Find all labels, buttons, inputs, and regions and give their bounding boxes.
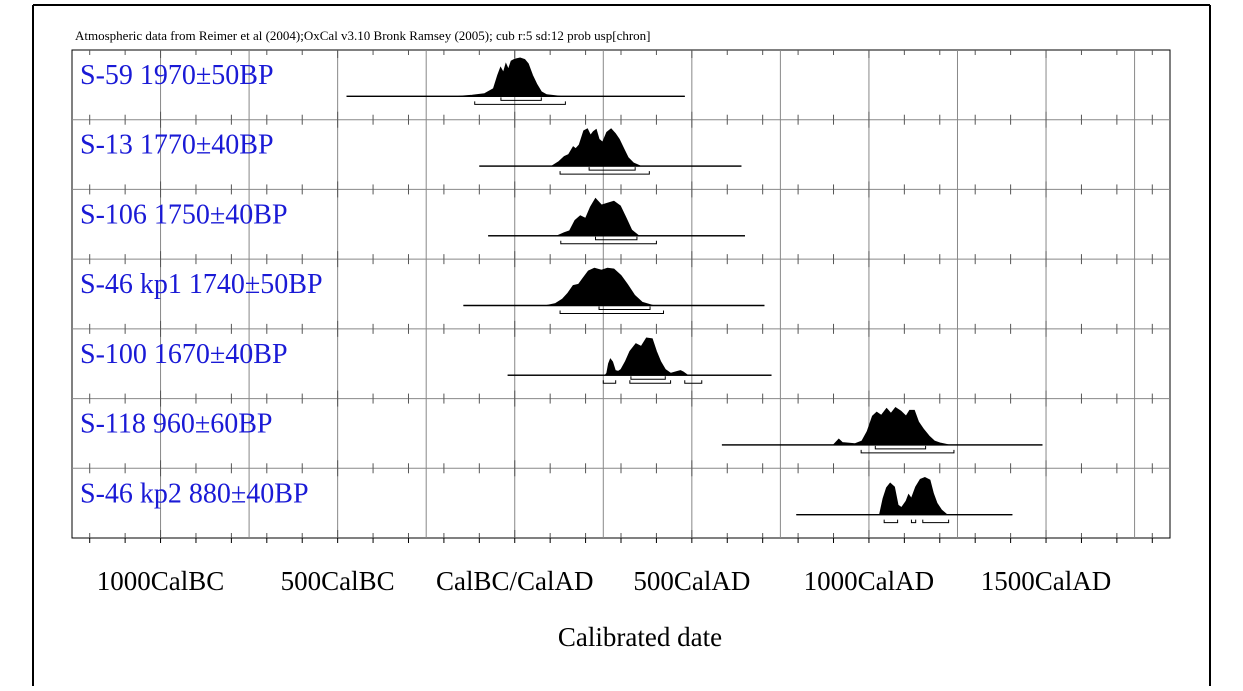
sample-label: S-59 1970±50BP	[80, 60, 274, 91]
probability-distribution	[463, 267, 765, 306]
sample-label: S-100 1670±40BP	[80, 339, 288, 370]
sample-row: S-118 960±60BP	[80, 407, 1043, 454]
x-tick-label: 500CalAD	[633, 566, 750, 596]
sample-row: S-46 kp2 880±40BP	[80, 476, 1013, 524]
sample-row: S-59 1970±50BP	[80, 57, 685, 105]
range-95-bracket	[910, 519, 917, 524]
sample-label: S-13 1770±40BP	[80, 130, 274, 161]
probability-distribution	[479, 128, 742, 167]
sample-row: S-100 1670±40BP	[80, 337, 772, 384]
range-95-bracket	[559, 310, 665, 315]
sample-label: S-118 960±60BP	[80, 409, 272, 440]
sample-row: S-46 kp1 1740±50BP	[80, 267, 765, 315]
range-95-bracket	[684, 380, 703, 384]
range-95-bracket	[883, 519, 899, 524]
probability-distribution	[507, 337, 772, 376]
chart-grid	[71, 49, 1171, 539]
x-tick-label: CalBC/CalAD	[436, 566, 594, 596]
x-axis-title: Calibrated date	[558, 622, 722, 652]
range-95-bracket	[922, 519, 950, 524]
range-68-bracket	[588, 167, 636, 171]
range-95-bracket	[629, 380, 672, 384]
probability-distribution	[488, 197, 745, 237]
x-axis: 1000CalBC 500CalBC CalBC/CalAD 500CalAD 1000…	[89, 538, 1153, 596]
range-95-bracket	[602, 380, 617, 384]
range-95-bracket	[860, 449, 955, 454]
chart-title: Atmospheric data from Reimer et al (2004…	[75, 28, 651, 43]
range-68-bracket	[630, 376, 666, 380]
range-95-bracket	[559, 171, 650, 175]
sample-label: S-46 kp2 880±40BP	[80, 478, 309, 509]
range-68-bracket	[500, 97, 542, 101]
x-tick-label: 1500CalAD	[981, 566, 1112, 596]
sample-row: S-106 1750±40BP	[80, 197, 745, 245]
sample-rows: S-59 1970±50BP S-13 1770±40BP S-106 1750±4…	[80, 57, 1043, 524]
range-68-bracket	[598, 306, 651, 311]
range-95-bracket	[560, 240, 657, 245]
x-tick-label: 500CalBC	[281, 566, 395, 596]
sample-label: S-106 1750±40BP	[80, 199, 288, 230]
probability-distribution	[346, 57, 685, 97]
range-68-bracket	[874, 445, 927, 450]
sample-label: S-46 kp1 1740±50BP	[80, 269, 323, 300]
x-tick-label: 1000CalAD	[804, 566, 935, 596]
range-95-bracket	[474, 101, 566, 105]
x-tick-label: 1000CalBC	[97, 566, 225, 596]
probability-distribution	[796, 476, 1013, 516]
sample-row: S-13 1770±40BP	[80, 128, 742, 175]
probability-distribution	[721, 407, 1043, 446]
range-68-bracket	[594, 236, 638, 241]
